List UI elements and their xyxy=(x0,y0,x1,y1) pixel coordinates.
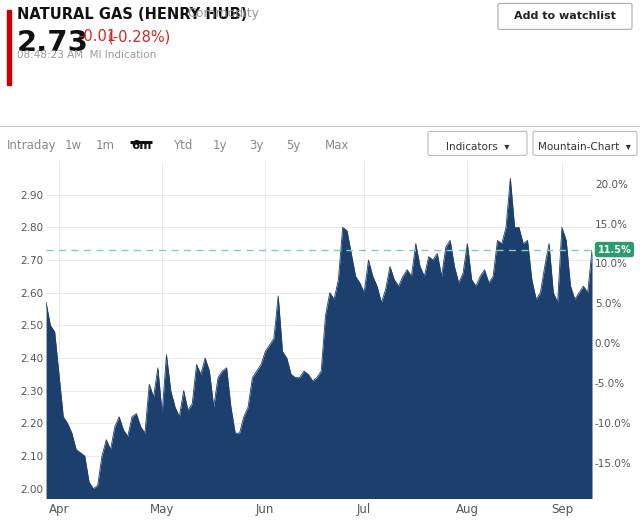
Text: 11.5%: 11.5% xyxy=(598,245,631,255)
Text: 6m: 6m xyxy=(131,139,151,152)
Text: 1m: 1m xyxy=(95,139,115,152)
Text: 3y: 3y xyxy=(249,139,263,152)
Text: 1y: 1y xyxy=(212,139,227,152)
Text: Commodity: Commodity xyxy=(187,7,259,20)
Text: Add to watchlist: Add to watchlist xyxy=(514,11,616,21)
Text: (-0.28%): (-0.28%) xyxy=(108,29,172,44)
Text: 1w: 1w xyxy=(65,139,81,152)
FancyBboxPatch shape xyxy=(533,132,637,156)
Text: Max: Max xyxy=(325,139,349,152)
FancyBboxPatch shape xyxy=(428,132,527,156)
Bar xyxy=(7,10,10,86)
Text: 08:48:23 AM  MI Indication: 08:48:23 AM MI Indication xyxy=(17,51,156,61)
Text: Ytd: Ytd xyxy=(173,139,193,152)
Text: Mountain-Chart  ▾: Mountain-Chart ▾ xyxy=(538,143,632,152)
Text: -0.01: -0.01 xyxy=(78,29,116,44)
Text: 5y: 5y xyxy=(286,139,300,152)
Text: Intraday: Intraday xyxy=(7,139,57,152)
Text: Indicators  ▾: Indicators ▾ xyxy=(445,143,509,152)
FancyBboxPatch shape xyxy=(498,3,632,29)
Text: 2.73: 2.73 xyxy=(17,29,89,57)
Text: NATURAL GAS (HENRY HUB): NATURAL GAS (HENRY HUB) xyxy=(17,7,248,22)
